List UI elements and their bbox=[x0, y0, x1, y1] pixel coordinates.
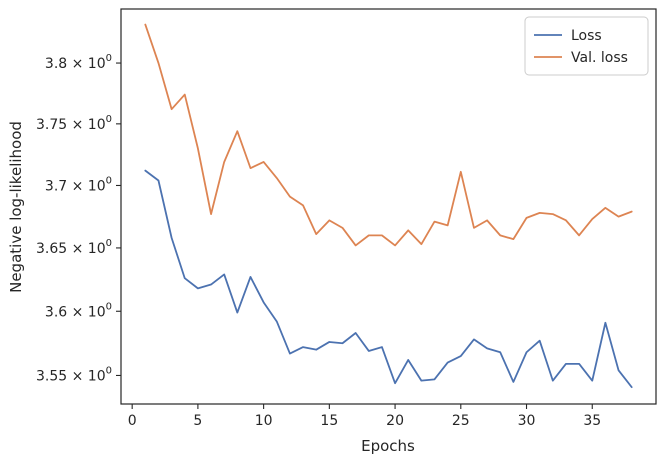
y-tick-label: 3.55 × 100 bbox=[36, 365, 112, 384]
x-tick-label: 20 bbox=[386, 413, 404, 429]
x-tick-label: 5 bbox=[193, 413, 202, 429]
legend-label-1: Val. loss bbox=[571, 50, 628, 66]
y-tick-label: 3.8 × 100 bbox=[45, 53, 112, 72]
series-line-1 bbox=[144, 23, 633, 247]
plot-content bbox=[144, 23, 633, 389]
x-tick-label: 0 bbox=[128, 413, 137, 429]
y-axis-ticks: 3.55 × 100 3.6 × 100 3.65 × 100 3.7 × 100 3.… bbox=[36, 53, 121, 384]
x-tick-label: 25 bbox=[452, 413, 470, 429]
series-line-0 bbox=[144, 169, 633, 389]
x-tick-label: 30 bbox=[518, 413, 536, 429]
plot-frame bbox=[120, 8, 657, 405]
y-axis-label: Negative log-likelihood bbox=[7, 121, 25, 293]
y-tick-label: 3.75 × 100 bbox=[36, 114, 112, 133]
x-tick-label: 35 bbox=[583, 413, 601, 429]
x-axis-label: Epochs bbox=[361, 437, 415, 455]
legend-box bbox=[524, 16, 649, 76]
x-tick-label: 10 bbox=[255, 413, 273, 429]
y-tick-label: 3.6 × 100 bbox=[45, 301, 112, 320]
legend: Loss Val. loss bbox=[524, 16, 649, 76]
x-tick-label: 15 bbox=[320, 413, 338, 429]
y-tick-label: 3.7 × 100 bbox=[45, 175, 112, 194]
legend-label-0: Loss bbox=[571, 28, 602, 44]
x-axis-ticks: 0 5 10 15 20 25 30 35 bbox=[128, 404, 601, 429]
y-tick-label: 3.65 × 100 bbox=[36, 238, 112, 257]
